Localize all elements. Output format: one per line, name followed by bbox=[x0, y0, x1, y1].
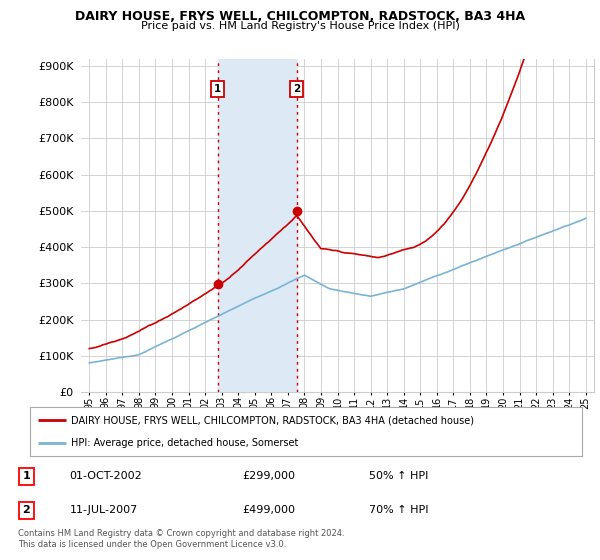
Text: £499,000: £499,000 bbox=[242, 505, 295, 515]
Text: 1: 1 bbox=[214, 84, 221, 94]
Text: 2: 2 bbox=[23, 505, 30, 515]
Text: 11-JUL-2007: 11-JUL-2007 bbox=[70, 505, 138, 515]
Text: Price paid vs. HM Land Registry's House Price Index (HPI): Price paid vs. HM Land Registry's House … bbox=[140, 21, 460, 31]
Bar bbox=[218, 59, 296, 392]
Text: £299,000: £299,000 bbox=[242, 471, 295, 481]
Text: 1: 1 bbox=[23, 471, 30, 481]
Text: 2: 2 bbox=[293, 84, 300, 94]
Text: 70% ↑ HPI: 70% ↑ HPI bbox=[369, 505, 428, 515]
Text: Contains HM Land Registry data © Crown copyright and database right 2024.
This d: Contains HM Land Registry data © Crown c… bbox=[18, 529, 344, 549]
Text: DAIRY HOUSE, FRYS WELL, CHILCOMPTON, RADSTOCK, BA3 4HA: DAIRY HOUSE, FRYS WELL, CHILCOMPTON, RAD… bbox=[75, 10, 525, 22]
Text: HPI: Average price, detached house, Somerset: HPI: Average price, detached house, Some… bbox=[71, 438, 299, 448]
Text: 01-OCT-2002: 01-OCT-2002 bbox=[70, 471, 142, 481]
Text: 50% ↑ HPI: 50% ↑ HPI bbox=[369, 471, 428, 481]
Text: DAIRY HOUSE, FRYS WELL, CHILCOMPTON, RADSTOCK, BA3 4HA (detached house): DAIRY HOUSE, FRYS WELL, CHILCOMPTON, RAD… bbox=[71, 416, 475, 426]
